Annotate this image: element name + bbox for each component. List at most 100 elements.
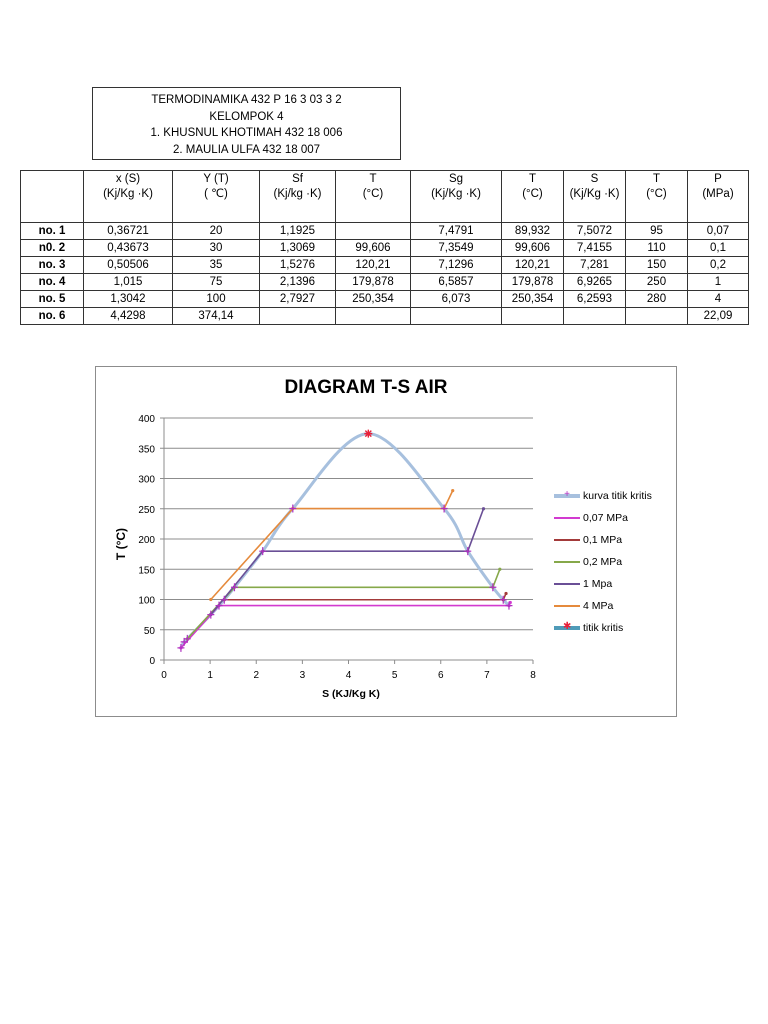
table-cell: 250,354	[335, 290, 411, 308]
table-cell: 1	[687, 273, 749, 291]
course-title: TERMODINAMIKA 432 P 16 3 03 3 2	[151, 94, 342, 106]
plot-area: 0 50 100 150 200 250 300 350 400 0 1 2 3 4 5 6 7 8 S (KJ/K…	[114, 414, 536, 700]
table-cell: 7,5072	[563, 222, 626, 240]
x-tick-label: 6	[438, 670, 444, 681]
table-cell: 7,1296	[410, 256, 502, 274]
x-tick-label: 0	[161, 670, 167, 681]
critical-point-icon	[364, 429, 373, 438]
legend-item: 0,07 MPa	[554, 507, 652, 529]
legend-swatch-icon	[554, 579, 580, 589]
table-row: no. 6 4,4298 374,14 22,09	[20, 307, 749, 325]
table-cell: 250	[625, 273, 688, 291]
y-tick-label: 100	[138, 596, 155, 607]
legend-item: 4 MPa	[554, 595, 652, 617]
y-axis-title: T (°C)	[114, 528, 128, 560]
y-tick-label: 50	[144, 626, 156, 637]
table-cell: 2,7927	[259, 290, 336, 308]
data-table: x (S) (Kj/Kg ·K) Y (T)( ℃) Sf (Kj/kg ·K) T…	[20, 170, 749, 325]
table-cell: 179,878	[335, 273, 411, 291]
legend-label: 0,07 MPa	[583, 512, 628, 524]
legend-item: + kurva titik kritis	[554, 485, 652, 507]
table-cell: 6,2593	[563, 290, 626, 308]
legend-item: 0,2 MPa	[554, 551, 652, 573]
table-cell: 1,3042	[83, 290, 173, 308]
y-tick-label: 400	[138, 414, 155, 425]
plus-marker-icon	[177, 643, 185, 652]
table-row: no. 3 0,50506 35 1,5276 120,21 7,1296 120,21 7,…	[20, 256, 749, 274]
col-header-x-s: x (S) (Kj/Kg ·K)	[83, 170, 173, 223]
table-cell: 22,09	[687, 307, 749, 325]
table-row: no. 1 0,36721 20 1,1925 7,4791 89,932 7,5072 95…	[20, 222, 749, 240]
table-cell: 120,21	[335, 256, 411, 274]
table-cell: 99,606	[501, 239, 564, 257]
table-cell: 0,07	[687, 222, 749, 240]
table-cell: 99,606	[335, 239, 411, 257]
chart-legend: + kurva titik kritis 0,07 MPa 0,1 MPa 0,2 MP…	[554, 485, 652, 639]
y-tick-label: 0	[149, 656, 155, 667]
x-tick-label: 7	[484, 670, 490, 681]
table-cell: 4,4298	[83, 307, 173, 325]
table-cell: 6,073	[410, 290, 502, 308]
table-cell	[335, 307, 411, 325]
legend-item: 1 Mpa	[554, 573, 652, 595]
table-cell: 0,50506	[83, 256, 173, 274]
table-cell: 0,36721	[83, 222, 173, 240]
legend-item: 0,1 MPa	[554, 529, 652, 551]
table-cell: 7,3549	[410, 239, 502, 257]
col-header-sf: Sf (Kj/kg ·K)	[259, 170, 336, 223]
table-cell: 6,5857	[410, 273, 502, 291]
isobar-line	[180, 602, 512, 649]
legend-label: kurva titik kritis	[583, 490, 652, 502]
legend-swatch-icon	[554, 535, 580, 545]
plus-marker-icon	[464, 547, 472, 556]
table-cell: 150	[625, 256, 688, 274]
table-cell	[335, 222, 411, 240]
table-row: no. 5 1,3042 100 2,7927 250,354 6,073 250,354 6…	[20, 290, 749, 308]
x-tick-label: 5	[392, 670, 398, 681]
table-cell: 4	[687, 290, 749, 308]
data-point-marker	[498, 567, 502, 571]
x-axis-title: S (KJ/Kg K)	[322, 688, 380, 700]
col-header-sg: Sg (Kj/Kg ·K)	[410, 170, 502, 223]
table-cell: 1,015	[83, 273, 173, 291]
table-row: no. 4 1,015 75 2,1396 179,878 6,5857 179,878 6,…	[20, 273, 749, 291]
x-tick-label: 8	[530, 670, 536, 681]
legend-label: 0,1 MPa	[583, 534, 623, 546]
table-cell: 7,4155	[563, 239, 626, 257]
y-tick-label: 250	[138, 505, 155, 516]
table-cell	[625, 307, 688, 325]
plus-marker-icon	[489, 583, 497, 592]
col-header-p: P (MPa)	[687, 170, 749, 223]
y-tick-label: 350	[138, 444, 155, 455]
table-header-row: x (S) (Kj/Kg ·K) Y (T)( ℃) Sf (Kj/kg ·K) T…	[20, 170, 749, 223]
plus-marker-icon	[183, 634, 191, 643]
plus-marker-icon	[440, 504, 448, 513]
x-tick-label: 4	[346, 670, 352, 681]
plus-marker-icon	[499, 595, 507, 604]
data-point-marker	[209, 597, 213, 602]
table-cell: 280	[625, 290, 688, 308]
table-cell: 250,354	[501, 290, 564, 308]
table-cell	[259, 307, 336, 325]
header-box: TERMODINAMIKA 432 P 16 3 03 3 2 KELOMPOK…	[92, 87, 401, 160]
legend-label: 1 Mpa	[583, 578, 613, 590]
legend-swatch-icon	[554, 557, 580, 567]
col-header-y-t: Y (T)( ℃)	[172, 170, 260, 223]
table-cell: 374,14	[172, 307, 260, 325]
legend-label: titik kritis	[583, 622, 624, 634]
plus-marker-icon	[289, 504, 297, 513]
saturation-curve	[179, 432, 511, 649]
table-cell: 6,9265	[563, 273, 626, 291]
table-cell	[410, 307, 502, 325]
legend-label: 0,2 MPa	[583, 556, 623, 568]
table-cell: 2,1396	[259, 273, 336, 291]
table-cell: 1,3069	[259, 239, 336, 257]
row-label: n0. 2	[20, 239, 84, 257]
col-header-s: S (Kj/Kg ·K)	[563, 170, 626, 223]
legend-label: 4 MPa	[583, 600, 614, 612]
table-cell: 35	[172, 256, 260, 274]
table-cell: 0,1	[687, 239, 749, 257]
plus-marker-icon	[230, 583, 238, 592]
table-cell: 7,281	[563, 256, 626, 274]
plus-marker-icon	[220, 595, 228, 604]
